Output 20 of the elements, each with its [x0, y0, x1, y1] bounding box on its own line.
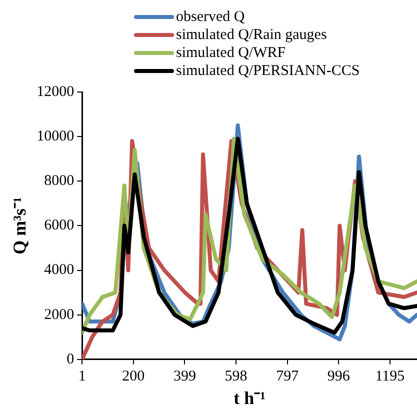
x-tick-label: 996 [327, 368, 350, 384]
x-tick-label: 399 [173, 368, 196, 384]
y-tick-label: 10000 [36, 128, 74, 145]
x-axis-title: t h⁻¹ [234, 388, 266, 408]
legend-label: simulated Q/PERSIANN-CCS [176, 62, 360, 80]
y-tick-label: 2000 [44, 306, 74, 323]
y-axis-title: Q m³s⁻¹ [9, 197, 30, 254]
y-tick-label: 8000 [44, 173, 74, 190]
y-tick-label: 0 [66, 351, 74, 368]
x-tick-label: 598 [224, 368, 248, 384]
x-tick-label: 200 [122, 368, 145, 384]
x-tick-label: 797 [276, 368, 300, 384]
y-tick-label: 12000 [36, 84, 74, 100]
x-tick-label: 1195 [375, 368, 405, 384]
x-tick-label: 1 [78, 368, 86, 384]
y-tick-label: 6000 [44, 218, 74, 234]
legend-label: observed Q [176, 8, 245, 26]
y-tick-label: 4000 [44, 262, 74, 278]
legend-label: simulated Q/Rain gauges [176, 26, 327, 44]
legend-label: simulated Q/WRF [176, 44, 286, 62]
